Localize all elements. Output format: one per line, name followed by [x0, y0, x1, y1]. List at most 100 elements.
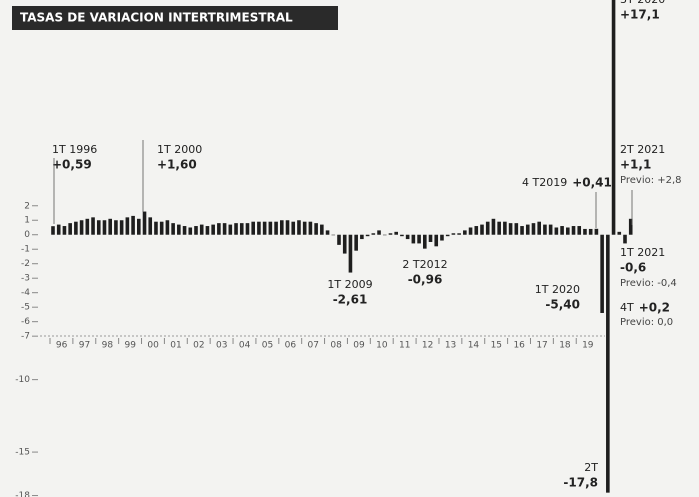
bar [360, 234, 364, 240]
bar [74, 221, 78, 235]
bar [371, 233, 376, 235]
period-label: 4 T2019 [522, 176, 567, 189]
bar [417, 234, 421, 244]
bar [588, 228, 593, 235]
bar [337, 234, 341, 245]
bar [245, 223, 250, 235]
bar [617, 231, 622, 235]
bar [68, 223, 72, 235]
y-tick-label: -2 [21, 259, 30, 269]
x-tick-label: 04 [239, 341, 251, 351]
x-tick-label: 15 [491, 341, 502, 351]
y-tick-label: -5 [21, 303, 30, 313]
bar [440, 234, 444, 241]
period-label: 1T 2020 [535, 283, 580, 296]
period-label: 1T 2000 [157, 143, 202, 156]
y-tick-label: -7 [21, 332, 30, 342]
bar [382, 234, 387, 236]
y-tick-label: -3 [21, 274, 30, 284]
bar [137, 218, 141, 235]
bar [554, 227, 559, 235]
period-label: 4T [620, 301, 634, 314]
bar [468, 227, 473, 235]
bar [177, 224, 181, 235]
bar [114, 220, 118, 235]
bar [302, 221, 307, 235]
bar [222, 223, 227, 235]
value-label: -5,40 [545, 298, 580, 312]
bar [411, 234, 416, 244]
bar [119, 220, 124, 235]
bar [205, 226, 210, 235]
bar [125, 217, 130, 235]
y-tick-label: 2 [24, 201, 30, 211]
x-tick-label: 16 [513, 341, 525, 351]
bar [251, 221, 255, 235]
y-tick-label: -6 [21, 317, 30, 327]
bar [182, 226, 187, 235]
bar [188, 227, 193, 235]
x-tick-label: 02 [193, 341, 204, 351]
bar [394, 231, 398, 235]
period-label: 2 T2012 [402, 258, 447, 271]
value-label: +0,59 [52, 158, 92, 172]
value-label: +17,1 [620, 8, 660, 22]
bar [331, 234, 336, 236]
bar [108, 218, 112, 235]
bar [348, 234, 353, 273]
previous-label: Previo: 0,0 [620, 317, 673, 328]
bar [571, 226, 576, 235]
bar [154, 221, 158, 235]
bar [234, 223, 238, 235]
bar [274, 221, 278, 235]
x-tick-label: 96 [56, 341, 68, 351]
bar [474, 226, 479, 235]
bar [434, 234, 439, 247]
x-tick-label: 10 [376, 341, 388, 351]
x-tick-label: 06 [285, 341, 297, 351]
bar [600, 234, 604, 313]
bar [262, 221, 267, 235]
y-tick-label: -15 [15, 448, 30, 458]
bar [79, 220, 84, 235]
x-tick-label: 00 [147, 341, 159, 351]
bar [131, 215, 135, 235]
bar [400, 234, 404, 237]
value-label: +0,41 [572, 176, 612, 190]
bar [365, 234, 370, 237]
bar [320, 224, 324, 235]
bar [577, 226, 582, 235]
bar [325, 230, 330, 235]
x-tick-label: 08 [330, 341, 342, 351]
x-tick-label: 98 [102, 341, 114, 351]
x-tick-label: 19 [582, 341, 594, 351]
value-label: -0,6 [620, 261, 646, 275]
bar [102, 220, 107, 235]
bar [480, 224, 484, 235]
x-tick-label: 99 [124, 341, 136, 351]
y-tick-label: -10 [15, 375, 30, 385]
bar [91, 217, 95, 235]
x-tick-label: 07 [308, 341, 319, 351]
bar [377, 230, 381, 235]
bar [96, 220, 101, 235]
period-label: 2T 2021 [620, 143, 665, 156]
bar [583, 228, 587, 235]
bar [543, 224, 547, 235]
bar [497, 221, 501, 235]
bar [463, 230, 467, 235]
bar [423, 234, 427, 249]
y-tick-label: -4 [21, 288, 30, 298]
value-label: +1,60 [157, 158, 197, 172]
bar [291, 221, 296, 235]
bar [508, 223, 513, 235]
x-tick-label: 09 [353, 341, 365, 351]
bar [354, 234, 358, 251]
bar [308, 221, 313, 235]
x-tick-label: 14 [468, 341, 480, 351]
bar [485, 221, 490, 235]
bar [560, 226, 564, 235]
bar [199, 224, 204, 235]
x-tick-label: 01 [170, 341, 181, 351]
